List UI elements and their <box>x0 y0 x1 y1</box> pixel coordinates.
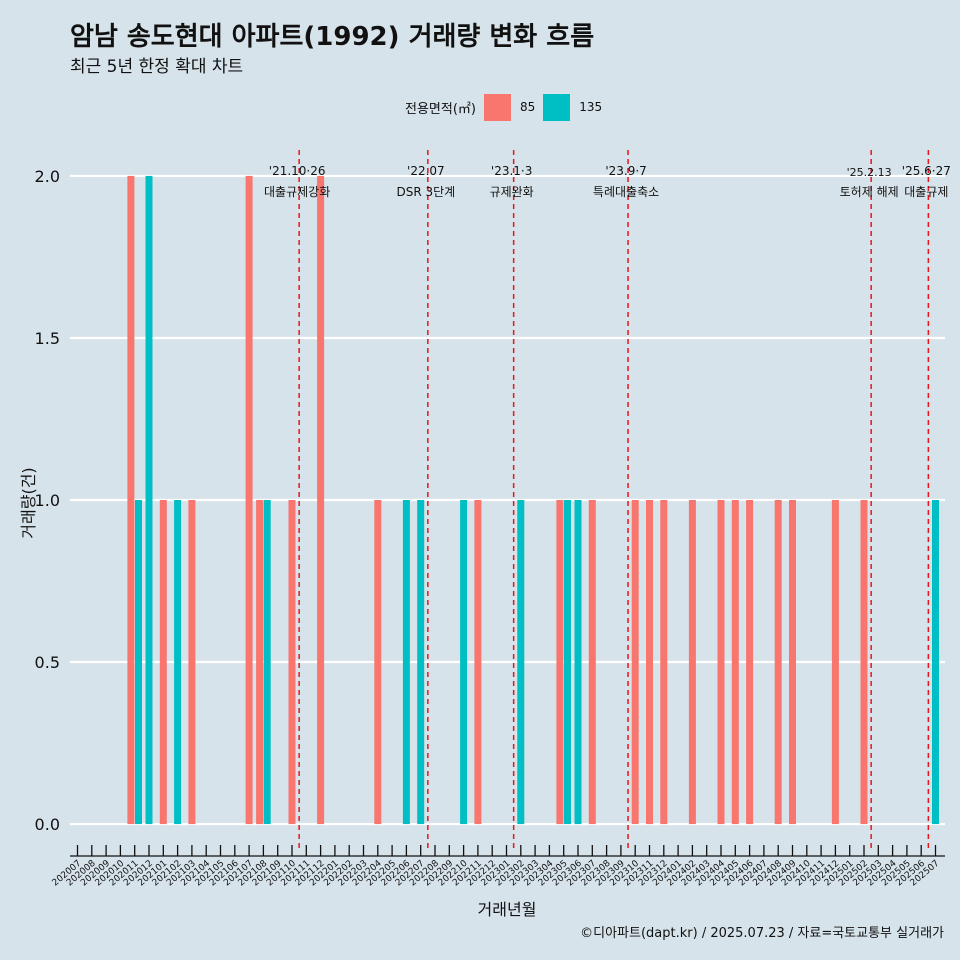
event-date-2: '23.1·3 <box>491 164 532 178</box>
bar-202102-135 <box>174 500 182 825</box>
y-axis-label: 거래량(건) <box>19 467 38 538</box>
bar-202412-85 <box>831 500 839 825</box>
event-date-5: '25.6·27 <box>902 164 951 178</box>
x-axis-label: 거래년월 <box>478 900 537 919</box>
y-tick-label-0: 0.0 <box>35 815 60 834</box>
event-date-1: '22.07 <box>407 164 445 178</box>
bar-202502-85 <box>860 500 868 825</box>
event-date-0: '21.10·26 <box>269 164 326 178</box>
bar-202211-85 <box>474 500 482 825</box>
bar-202408-85 <box>774 500 782 825</box>
event-label-5: 대출규제 <box>904 185 948 199</box>
bar-202110-85 <box>288 500 296 825</box>
bar-202108-135 <box>263 500 271 825</box>
event-date-3: '23.9·7 <box>605 164 646 178</box>
bar-202507-135 <box>932 500 939 825</box>
bar-202011-135 <box>135 500 142 825</box>
legend-swatch-85 <box>483 93 511 121</box>
bar-202311-85 <box>646 500 653 825</box>
bar-202312-85 <box>660 500 668 825</box>
bar-202302-135 <box>517 500 525 825</box>
legend-label-85: 85 <box>519 100 536 114</box>
event-annotations: '21.10·26 대출규제강화 '22.07 DSR 3단계 '23.1·3 규제완화 '… <box>264 164 951 199</box>
chart-title: 암남 송도현대 아파트(1992) 거래량 변화 흐름 <box>70 22 595 52</box>
event-label-1: DSR 3단계 <box>396 185 455 199</box>
bar-202206-135 <box>402 500 410 825</box>
bar-202305-85 <box>556 500 564 825</box>
bar-202404-85 <box>717 500 725 825</box>
bar-202207-135 <box>417 500 425 825</box>
bar-202210-135 <box>460 500 468 825</box>
bar-202107-85 <box>245 175 253 825</box>
chart-subtitle: 최근 5년 한정 확대 차트 <box>70 57 244 77</box>
event-label-4: 토허제 해제 <box>840 185 899 199</box>
grid-lines <box>70 174 945 826</box>
bar-202307-85 <box>588 500 596 825</box>
y-tick-label-3: 1.5 <box>35 329 60 348</box>
bar-202101-85 <box>159 500 167 825</box>
bar-202204-85 <box>374 500 382 825</box>
bars <box>127 175 939 825</box>
event-label-3: 특례대출축소 <box>593 185 659 199</box>
bar-202011-85 <box>127 175 135 825</box>
y-tick-label-1: 0.5 <box>35 653 60 672</box>
bar-202103-85 <box>188 500 196 825</box>
bar-202402-85 <box>688 500 696 825</box>
event-label-0: 대출규제강화 <box>264 185 330 199</box>
y-tick-label-4: 2.0 <box>35 167 60 186</box>
y-axis: 0.0 0.5 1.0 1.5 2.0 <box>35 167 60 834</box>
event-label-2: 규제완화 <box>490 185 534 199</box>
legend-label-135: 135 <box>579 100 603 114</box>
bar-202306-135 <box>574 500 582 825</box>
legend-title: 전용면적(㎡) <box>405 101 476 117</box>
bar-202108-85 <box>256 500 264 825</box>
event-date-4: '25.2.13 <box>847 166 892 179</box>
bar-202406-85 <box>746 500 754 825</box>
bar-202305-135 <box>564 500 571 825</box>
legend-swatch-135 <box>543 93 571 121</box>
bar-202409-85 <box>789 500 796 825</box>
y-tick-label-2: 1.0 <box>35 491 60 510</box>
bar-202012-135 <box>145 175 153 825</box>
bar-202405-85 <box>731 500 739 825</box>
source-caption: ©디아파트(dapt.kr) / 2025.07.23 / 자료=국토교통부 실… <box>580 926 944 941</box>
x-axis: 2020072020082020092020102020112020122021… <box>51 845 945 888</box>
bar-202310-85 <box>631 500 639 825</box>
legend: 전용면적(㎡) 85 135 <box>405 92 610 122</box>
bar-202112-85 <box>317 175 325 825</box>
